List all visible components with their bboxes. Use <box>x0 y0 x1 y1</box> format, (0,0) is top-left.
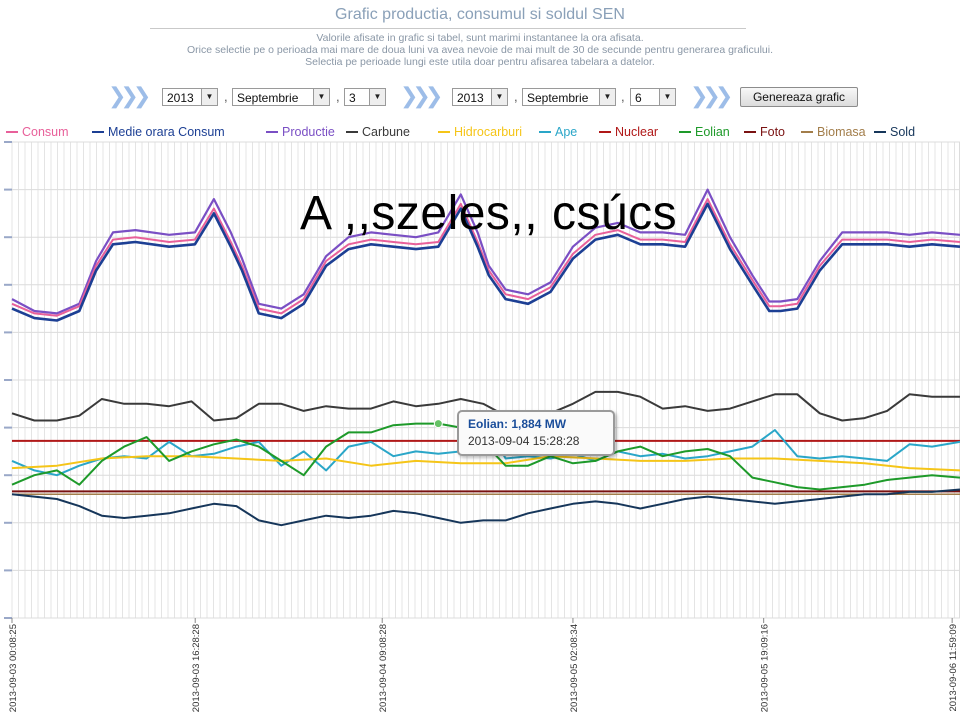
start-day-value: 3 <box>349 91 356 105</box>
note-line: Valorile afisate in grafic si tabel, sun… <box>316 32 644 44</box>
info-notes: Valorile afisate in grafic si tabel, sun… <box>100 32 860 68</box>
legend-label: Foto <box>760 125 786 139</box>
note-line: Orice selectie pe o perioada mai mare de… <box>186 44 774 56</box>
series-line-carbune <box>11 390 960 422</box>
legend-swatch <box>599 131 611 133</box>
series-line-sold <box>11 488 960 527</box>
end-day-select[interactable]: 6 ▼ <box>630 88 676 106</box>
grid-lines <box>4 141 960 619</box>
legend-swatch <box>266 131 278 133</box>
end-day-value: 6 <box>635 91 642 105</box>
legend-label: Consum <box>22 125 69 139</box>
legend-label: Sold <box>890 125 916 139</box>
start-year-select[interactable]: 2013 ▼ <box>162 88 218 106</box>
series-line-consum <box>11 198 960 317</box>
note-line: Selectia pe perioade lungi este utila do… <box>305 56 655 68</box>
legend-swatch <box>346 131 358 133</box>
legend-label: Ape <box>555 125 578 139</box>
legend-swatch <box>438 131 450 133</box>
start-day-select[interactable]: 3 ▼ <box>344 88 386 106</box>
start-month-select[interactable]: Septembrie ▼ <box>232 88 330 106</box>
x-tick-label: 2013-09-05 02:08:34 <box>569 624 580 712</box>
x-tick-label: 2013-09-05 19:09:16 <box>760 624 771 712</box>
legend-swatch <box>679 131 691 133</box>
x-tick-label: 2013-09-03 00:08:25 <box>8 624 19 712</box>
title-divider <box>150 28 746 29</box>
end-month-value: Septembrie <box>527 91 589 105</box>
end-year-value: 2013 <box>457 91 484 105</box>
series-line-productie <box>11 188 960 315</box>
end-year-select[interactable]: 2013 ▼ <box>452 88 508 106</box>
legend-label: Hidrocarburi <box>454 125 523 139</box>
date-range-controls: ❯❯❯ 2013 ▼ , Septembrie ▼ , 3 ▼ ❯❯❯ 2013… <box>0 86 960 110</box>
separator: , <box>224 89 228 104</box>
start-month-value: Septembrie <box>237 91 299 105</box>
chart-legend: Consum Medie orara Consum Productie Carbune… <box>6 124 956 140</box>
chevron-right-icon: ❯❯❯ <box>400 84 443 109</box>
legend-swatch <box>92 131 104 133</box>
legend-label: Productie <box>282 125 335 139</box>
x-tick-label: 2013-09-04 09:08:28 <box>378 624 389 712</box>
chevron-right-icon: ❯❯❯ <box>690 84 733 109</box>
separator: , <box>514 89 518 104</box>
chevron-down-icon: ▼ <box>659 89 675 105</box>
legend-swatch <box>6 131 18 133</box>
legend-label: Medie orara Consum <box>108 125 225 139</box>
page-title: Grafic productia, consumul si soldul SEN <box>335 6 625 23</box>
separator: , <box>336 89 340 104</box>
x-tick-label: 2013-09-03 16:28:28 <box>191 624 202 712</box>
series-line-hidrocarburi <box>11 455 960 472</box>
chart-tooltip: Eolian: 1,884 MW 2013-09-04 15:28:28 <box>457 410 615 456</box>
chevron-down-icon: ▼ <box>313 89 329 105</box>
tooltip-time: 2013-09-04 15:28:28 <box>468 434 580 448</box>
legend-label: Biomasa <box>817 125 866 139</box>
legend-label: Eolian <box>695 125 730 139</box>
tooltip-series: Eolian: 1,884 MW <box>468 417 567 431</box>
highlight-point <box>433 419 443 429</box>
legend-swatch <box>539 131 551 133</box>
legend-swatch <box>801 131 813 133</box>
generate-chart-button[interactable]: Genereaza grafic <box>740 87 858 107</box>
chevron-down-icon: ▼ <box>491 89 507 105</box>
series-line-medie-orara-consum <box>11 202 960 322</box>
legend-swatch <box>744 131 756 133</box>
chevron-down-icon: ▼ <box>599 89 615 105</box>
chevron-right-icon: ❯❯❯ <box>108 84 151 109</box>
overlay-caption: A ,,szeles,, csúcs <box>300 187 678 240</box>
chevron-down-icon: ▼ <box>369 89 385 105</box>
chevron-down-icon: ▼ <box>201 89 217 105</box>
end-month-select[interactable]: Septembrie ▼ <box>522 88 616 106</box>
x-tick-label: 2013-09-06 11:59:09 <box>948 624 959 712</box>
start-year-value: 2013 <box>167 91 194 105</box>
legend-label: Nuclear <box>615 125 659 139</box>
legend-label: Carbune <box>362 125 410 139</box>
separator: , <box>621 89 625 104</box>
legend-swatch <box>874 131 886 133</box>
power-chart: 2013-09-03 00:08:25 2013-09-03 16:28:28 20… <box>4 141 960 712</box>
